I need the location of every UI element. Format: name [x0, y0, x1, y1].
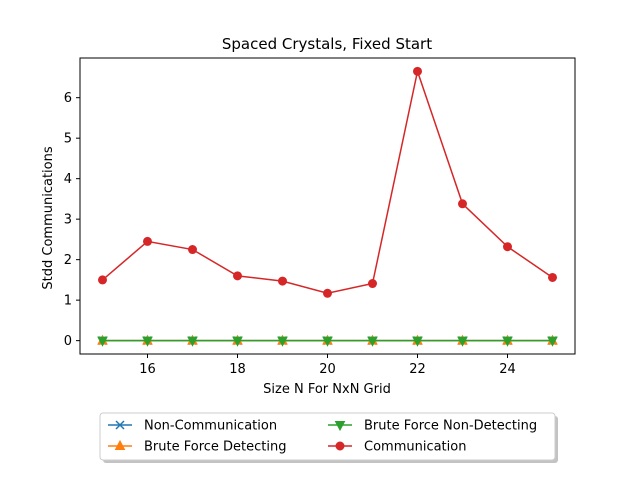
legend-item: Non-Communication: [108, 419, 277, 434]
legend-item: Communication: [328, 440, 466, 455]
legend-marker: [114, 439, 126, 450]
legend-box: [99, 412, 556, 461]
x-tick-label: 20: [319, 362, 336, 377]
y-tick-label: 3: [64, 213, 72, 228]
legend-marker: [334, 421, 346, 432]
data-point: [412, 336, 423, 347]
data-point: [502, 336, 513, 347]
data-point: [233, 271, 242, 281]
y-tick-label: 0: [64, 334, 72, 349]
legend-label: Brute Force Non-Detecting: [364, 419, 537, 434]
data-point: [142, 336, 153, 347]
y-tick-label: 2: [64, 253, 72, 268]
plot-frame: [79, 57, 576, 355]
data-point: [97, 336, 108, 347]
data-point: [458, 199, 467, 209]
data-point: [457, 336, 468, 347]
legend-item: Brute Force Detecting: [108, 440, 287, 455]
x-tick-label: 16: [139, 362, 156, 377]
data-point: [187, 336, 198, 347]
data-point: [188, 245, 197, 255]
x-tick-label: 18: [229, 362, 246, 377]
legend-label: Communication: [364, 440, 466, 455]
y-tick-label: 4: [64, 172, 72, 187]
series-communication: [98, 66, 557, 298]
x-axis-title: Size N For NxN Grid: [263, 382, 391, 397]
series-line: [102, 68, 553, 295]
data-point: [322, 336, 333, 347]
legend: Non-Communication Brute Force Detecting Br…: [99, 412, 558, 463]
legend-marker: [115, 420, 125, 430]
series-brute-force-non-detecting: [97, 336, 558, 347]
y-tick-label: 5: [64, 132, 72, 147]
x-tick-label: 22: [409, 362, 426, 377]
data-point: [232, 336, 243, 347]
data-point: [368, 279, 377, 289]
data-point: [547, 336, 558, 347]
data-point: [323, 288, 332, 298]
chart-title: Spaced Crystals, Fixed Start: [222, 35, 432, 53]
data-point: [548, 272, 557, 282]
data-point: [413, 66, 422, 76]
data-point: [277, 336, 288, 347]
data-point: [143, 236, 152, 246]
y-tick-label: 6: [64, 91, 72, 106]
data-point: [278, 276, 287, 286]
legend-marker: [335, 441, 345, 451]
data-point: [367, 336, 378, 347]
plot-area: 16 18 20 22 24 0 1 2 3 4 5 6: [64, 57, 576, 377]
y-tick-label: 1: [64, 294, 72, 309]
legend-label: Non-Communication: [144, 419, 277, 434]
legend-item: Brute Force Non-Detecting: [328, 419, 537, 434]
data-point: [503, 242, 512, 252]
data-point: [98, 275, 107, 285]
legend-label: Brute Force Detecting: [144, 440, 287, 455]
y-axis-title: Stdd Communications: [41, 146, 56, 289]
x-tick-label: 24: [499, 362, 516, 377]
